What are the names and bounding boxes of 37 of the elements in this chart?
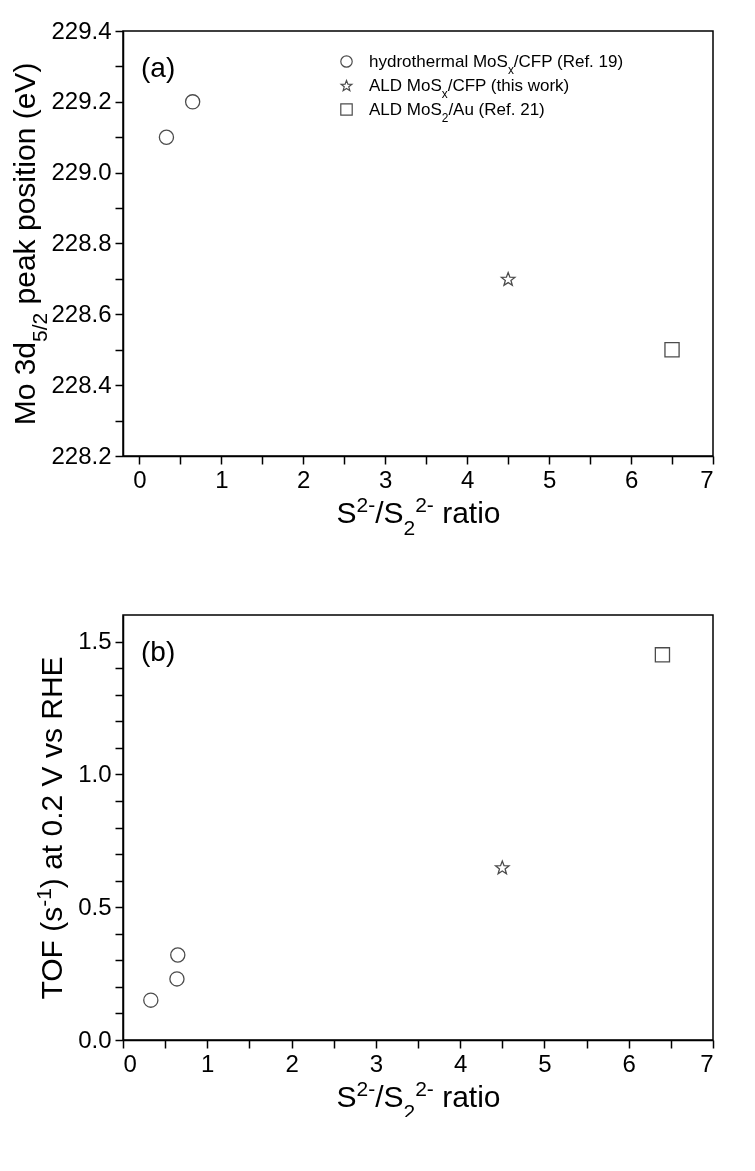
- x-tick-label: 4: [460, 465, 475, 493]
- y-tick-label: 229.2: [51, 87, 112, 115]
- point: [184, 94, 201, 110]
- x-tick-label: 6: [624, 465, 639, 493]
- legend-label: hydrothermal MoS$_{x}$/CFP (Ref. 19): [369, 51, 624, 77]
- x-tick-label: 0: [123, 1049, 137, 1077]
- x-tick-label: 4: [453, 1049, 468, 1077]
- y-tick-label: 229.0: [51, 158, 112, 186]
- y-tick-label: 228.6: [51, 299, 112, 327]
- x-tick-label: 5: [542, 465, 557, 493]
- x-tick-label: 6: [622, 1049, 636, 1077]
- x-tick-label: 7: [700, 465, 714, 493]
- y-tick-label: 1.5: [78, 627, 112, 655]
- x-tick-label: 3: [369, 1049, 384, 1077]
- x-tick-label: 3: [379, 465, 393, 493]
- y-tick-label: 228.8: [51, 229, 112, 256]
- annotation: (b): [141, 636, 176, 667]
- x-tick-label: 2: [285, 1049, 299, 1077]
- y-tick-label: 229.4: [51, 16, 112, 44]
- y-tick-label: 0.0: [78, 1025, 112, 1053]
- point: [664, 342, 680, 358]
- annotation: (a): [141, 52, 176, 83]
- point: [500, 271, 516, 286]
- legend-label: ALD MoS$_{2}$/Au (Ref. 21): [369, 99, 545, 125]
- y-tick-label: 0.5: [78, 892, 112, 920]
- x-tick-label: 1: [201, 1049, 215, 1077]
- x-tick-label: 5: [538, 1049, 552, 1077]
- legend-label: ALD MoS$_{x}$/CFP (this work): [369, 75, 570, 101]
- point: [158, 129, 175, 145]
- x-axis-title: S$^{2-}$/S$_{2}$$^{2-}$ ratio: [336, 492, 501, 538]
- y-tick-label: 228.2: [51, 441, 112, 469]
- y-tick-label: 1.0: [78, 759, 112, 787]
- x-tick-label: 7: [700, 1049, 714, 1077]
- y-tick-label: 228.4: [51, 370, 112, 398]
- x-tick-label: 2: [297, 465, 311, 493]
- x-tick-label: 1: [215, 465, 229, 493]
- x-tick-label: 0: [133, 465, 147, 493]
